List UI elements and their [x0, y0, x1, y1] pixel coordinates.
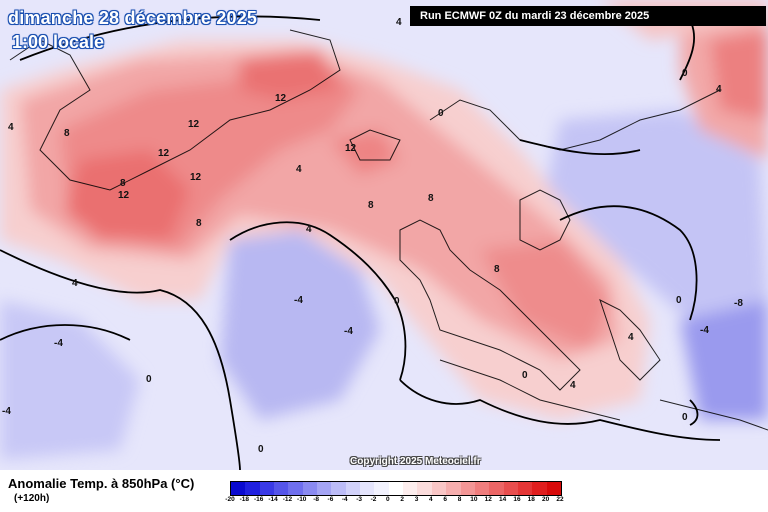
legend-value: 10	[470, 496, 478, 503]
legend-value: -3	[356, 496, 363, 503]
legend-value: -16	[253, 496, 264, 503]
isotherm-label: 0	[682, 412, 688, 423]
copyright-text: Copyright 2025 Meteociel.fr	[350, 456, 481, 467]
legend-labels: -20 -18 -16 -14 -12 -10 -8 -6 -4 -3 -2 0 2 3 4 6 8 10 12 14…	[225, 496, 570, 508]
isotherm-label: 4	[716, 84, 722, 95]
legend-value: -18	[239, 496, 250, 503]
legend-value: 8	[457, 496, 462, 503]
legend-value: -20	[225, 496, 235, 503]
legend-value: -12	[282, 496, 293, 503]
legend-swatch	[388, 482, 404, 495]
legend-value: -6	[327, 496, 334, 503]
isotherm-label: 0	[394, 296, 400, 307]
legend-value: 3	[414, 496, 419, 503]
legend-swatch	[274, 482, 289, 495]
anomaly-map: 12 12 12 12 12 12 8 8 8 8 8 8 4 4 4 4 4 …	[0, 0, 768, 470]
isotherm-label: 0	[438, 108, 444, 119]
forecast-date-title: dimanche 28 décembre 2025	[8, 8, 258, 28]
isotherm-label: 4	[8, 122, 14, 133]
legend-swatch	[259, 482, 275, 495]
isotherm-label: -4	[344, 326, 353, 337]
legend-swatch	[403, 482, 418, 495]
legend-swatch	[302, 482, 318, 495]
legend-swatch	[546, 482, 561, 495]
legend-swatch	[489, 482, 504, 495]
legend-swatch	[345, 482, 361, 495]
legend-swatch	[245, 482, 260, 495]
isotherm-label: 12	[345, 143, 357, 154]
legend-value: 22	[556, 496, 564, 503]
legend-swatch	[374, 482, 389, 495]
isotherm-labels: 12 12 12 12 12 12 8 8 8 8 8 8 4 4 4 4 4 …	[2, 17, 743, 455]
isotherms	[0, 15, 721, 470]
isotherm-label: -4	[294, 295, 303, 306]
legend-swatch	[503, 482, 518, 495]
isotherm-label: 0	[682, 68, 688, 79]
legend-value: -2	[370, 496, 377, 503]
isotherm-label: 0	[522, 370, 528, 381]
isotherm-label: 0	[258, 444, 264, 455]
legend-swatch	[288, 482, 303, 495]
isotherm-label: 0	[676, 295, 682, 306]
variable-title: Anomalie Temp. à 850hPa (°C)	[8, 476, 195, 491]
legend-swatch	[331, 482, 346, 495]
isotherm-label: 12	[188, 119, 200, 130]
lead-time: (+120h)	[14, 493, 50, 504]
legend-value: 6	[443, 496, 448, 503]
isotherm-label: -8	[734, 298, 743, 309]
isotherm-label: 4	[570, 380, 576, 391]
isotherm-label: 8	[428, 193, 434, 204]
legend-value: -4	[341, 496, 348, 503]
isotherm-label: 4	[72, 278, 78, 289]
isotherm-label: -4	[54, 338, 63, 349]
isotherm-label: 8	[120, 178, 126, 189]
isotherm-label: 4	[628, 332, 634, 343]
isotherm-label: 12	[275, 93, 287, 104]
color-legend	[230, 481, 562, 496]
isotherm-label: 12	[118, 190, 130, 201]
legend-swatch	[231, 482, 246, 495]
legend-swatch	[446, 482, 461, 495]
legend-value: -8	[313, 496, 319, 503]
forecast-time-title: 1:00 locale	[12, 32, 105, 52]
isotherm-label: 4	[306, 224, 312, 235]
legend-swatch	[360, 482, 375, 495]
isotherm-label: -4	[2, 406, 11, 417]
isotherm-label: 4	[296, 164, 302, 175]
isotherm-label: 8	[494, 264, 500, 275]
legend-swatch	[317, 482, 332, 495]
legend-value: -14	[268, 496, 278, 503]
isotherm-label: 8	[368, 200, 374, 211]
legend-value: 2	[400, 496, 404, 503]
legend-swatch	[417, 482, 432, 495]
legend-value: 20	[542, 496, 550, 503]
legend-swatch	[474, 482, 490, 495]
legend-value: -10	[297, 496, 307, 503]
isotherm-label: 8	[64, 128, 70, 139]
legend-value: 0	[386, 496, 390, 503]
legend-swatch	[532, 482, 547, 495]
isotherm-label: 0	[146, 374, 152, 385]
isotherm-label: 8	[196, 218, 202, 229]
legend-value: 16	[513, 496, 521, 503]
legend-swatch	[460, 482, 475, 495]
isotherm-label: 12	[190, 172, 202, 183]
legend-value: 18	[527, 496, 535, 503]
legend-swatch	[431, 482, 447, 495]
isotherm-label: -4	[700, 325, 709, 336]
legend-value: 12	[484, 496, 492, 503]
isotherm-label: 12	[158, 148, 170, 159]
legend-swatch	[517, 482, 533, 495]
legend-value: 4	[429, 496, 433, 503]
isotherm-label: 4	[396, 17, 402, 28]
legend-value: 14	[498, 496, 507, 503]
run-info-banner: Run ECMWF 0Z du mardi 23 décembre 2025	[410, 6, 766, 26]
